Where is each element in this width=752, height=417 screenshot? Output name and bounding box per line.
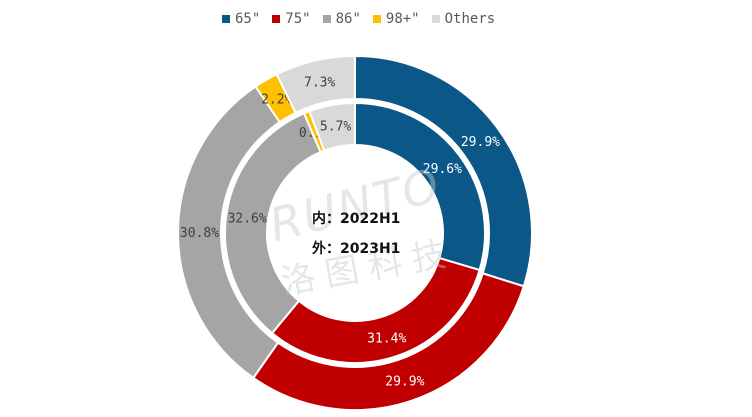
legend-label: 75" (285, 11, 311, 27)
legend: 65" 75" 86" 98+" Others (222, 11, 495, 27)
center-label-outer: 外：2023H1 (312, 241, 401, 257)
slice-inner (354, 101, 486, 272)
legend-swatch (431, 15, 440, 23)
slice-label-inner: 32.6% (228, 211, 267, 226)
slice-label-outer: 2.2% (261, 93, 292, 108)
slice-outer (275, 54, 356, 115)
legend-swatch (372, 15, 381, 23)
legend-label: Others (444, 11, 496, 27)
slice-label-inner: 29.6% (423, 162, 462, 177)
slice-label-inner: 5.7% (320, 120, 351, 135)
slice-label-outer: 29.9% (385, 374, 424, 389)
legend-item: Others (431, 11, 496, 27)
slice-label-outer: 30.8% (180, 226, 219, 241)
slice-inner (308, 101, 356, 152)
legend-item: 98+" (372, 11, 420, 27)
slice-label-inner: 31.4% (367, 331, 406, 346)
legend-label: 65" (235, 11, 261, 27)
legend-item: 86" (322, 11, 361, 27)
slice-inner (224, 112, 322, 335)
legend-swatch (272, 15, 281, 23)
legend-item: 65" (222, 11, 260, 27)
legend-label: 98+" (385, 11, 420, 27)
legend-swatch (322, 15, 331, 23)
slice-label-outer: 29.9% (461, 135, 500, 150)
center-label-inner: 内：2022H1 (312, 211, 401, 227)
legend-swatch (222, 15, 230, 23)
slice-label-outer: 7.3% (304, 76, 335, 91)
legend-label: 86" (335, 11, 361, 27)
legend-item: 75" (272, 11, 311, 27)
